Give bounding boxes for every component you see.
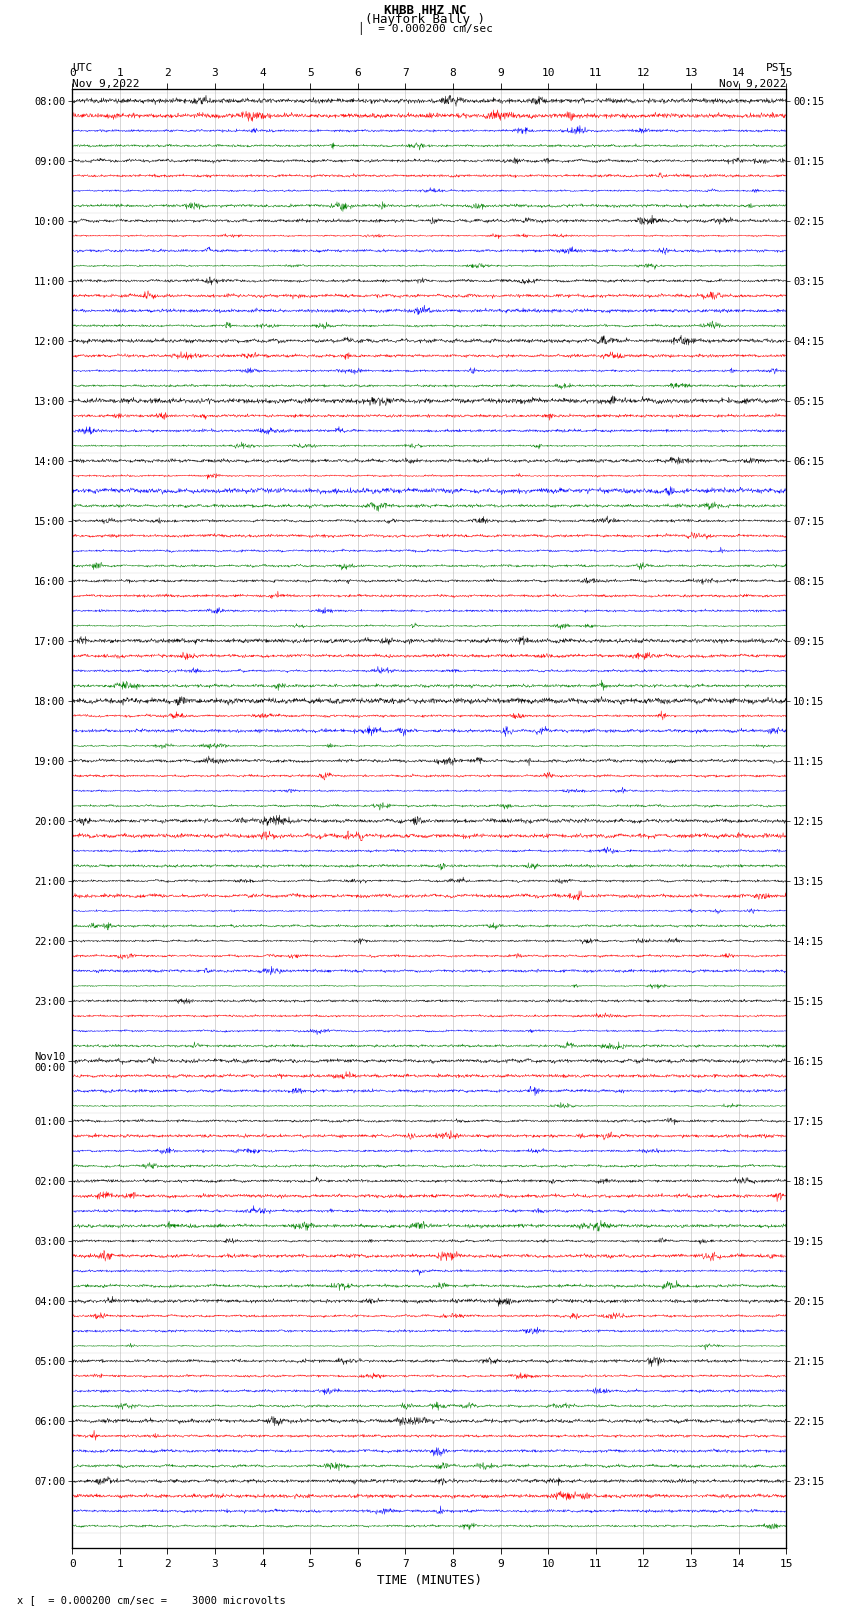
Text: Nov 9,2022: Nov 9,2022 bbox=[72, 79, 139, 89]
X-axis label: TIME (MINUTES): TIME (MINUTES) bbox=[377, 1574, 482, 1587]
Text: x [  = 0.000200 cm/sec =    3000 microvolts: x [ = 0.000200 cm/sec = 3000 microvolts bbox=[17, 1595, 286, 1605]
Text: │  = 0.000200 cm/sec: │ = 0.000200 cm/sec bbox=[358, 23, 492, 35]
Text: KHBB HHZ NC: KHBB HHZ NC bbox=[383, 5, 467, 18]
Text: PST: PST bbox=[766, 63, 786, 73]
Text: Nov 9,2022: Nov 9,2022 bbox=[719, 79, 786, 89]
Text: (Hayfork Bally ): (Hayfork Bally ) bbox=[365, 13, 485, 26]
Text: UTC: UTC bbox=[72, 63, 93, 73]
